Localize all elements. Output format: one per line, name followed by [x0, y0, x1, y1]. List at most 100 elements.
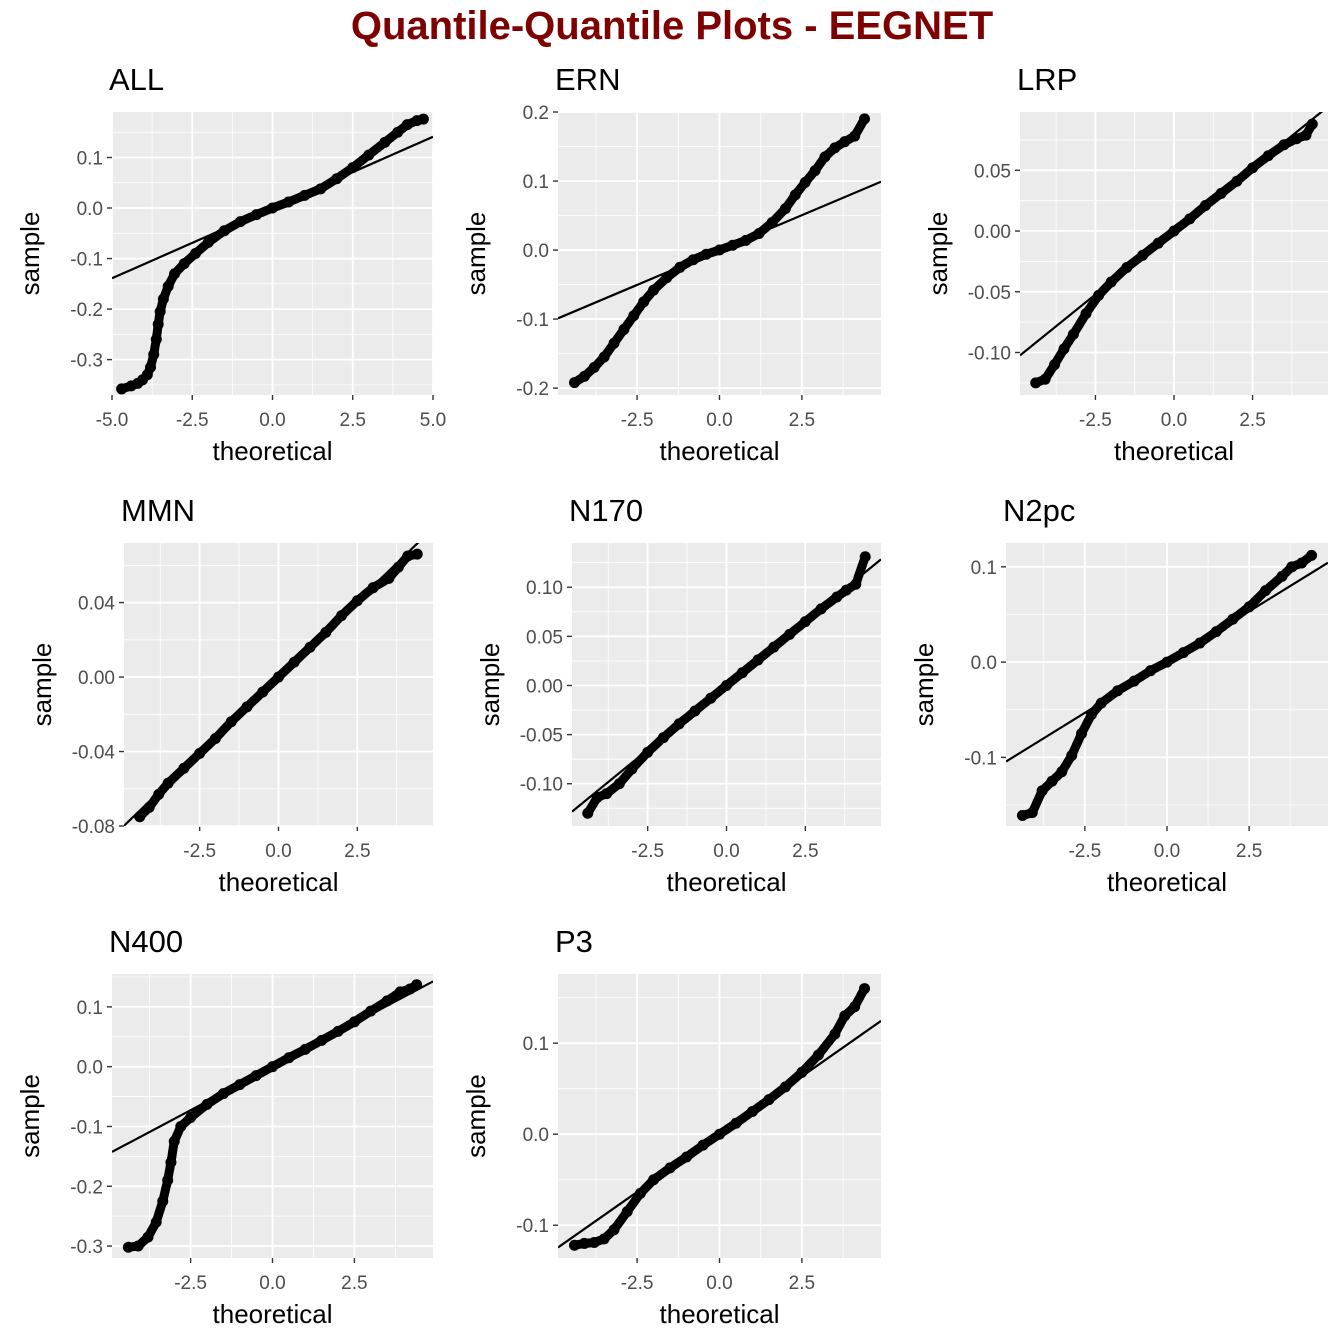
sample-point	[316, 1034, 328, 1046]
sample-point	[145, 361, 157, 373]
x-axis-label: theoretical	[660, 1299, 780, 1329]
sample-point	[789, 189, 801, 201]
sample-point	[1168, 225, 1180, 237]
sample-point	[162, 777, 174, 789]
sample-point	[849, 130, 861, 142]
sample-point	[250, 1070, 262, 1082]
y-tick-label: 0.2	[523, 103, 549, 124]
sample-point	[1016, 810, 1028, 822]
sample-point	[831, 591, 843, 603]
sample-point	[165, 1156, 177, 1168]
panel-title-lrp: LRP	[1017, 62, 1077, 97]
x-tick-label: 0.0	[1154, 841, 1180, 862]
x-tick-label: 0.0	[706, 1273, 732, 1294]
panel-title-n400: N400	[109, 924, 183, 959]
y-tick-label: -0.3	[70, 351, 103, 372]
sample-point	[162, 1174, 174, 1186]
sample-point	[1247, 162, 1259, 174]
y-tick-label: 0.0	[523, 241, 549, 262]
y-tick-label: 0.0	[523, 1125, 549, 1146]
y-axis-label: sample	[15, 1074, 45, 1158]
sample-point	[1227, 613, 1239, 625]
x-axis-label: theoretical	[667, 867, 787, 897]
sample-point	[1300, 129, 1312, 141]
sample-point	[829, 1028, 841, 1040]
sample-point	[1262, 150, 1274, 162]
sample-point	[1152, 237, 1164, 249]
sample-point	[721, 679, 732, 691]
sample-point	[613, 778, 625, 790]
x-tick-label: 0.0	[265, 841, 291, 862]
sample-point	[122, 1241, 134, 1253]
sample-point	[1286, 561, 1298, 573]
x-tick-label: -2.5	[631, 841, 664, 862]
sample-point	[740, 234, 752, 246]
sample-point	[116, 383, 128, 395]
sample-point	[714, 244, 725, 256]
sample-point	[809, 165, 821, 177]
sample-point	[1194, 637, 1206, 649]
sample-point	[1306, 118, 1318, 130]
sample-point	[727, 239, 739, 251]
sample-point	[1093, 289, 1105, 301]
x-tick-label: 0.0	[713, 841, 739, 862]
panel-title-ern: ERN	[555, 62, 620, 97]
sample-point	[417, 113, 429, 125]
sample-point	[859, 113, 871, 125]
sample-point	[175, 1120, 187, 1132]
sample-point	[753, 227, 765, 239]
sample-point	[189, 248, 201, 259]
y-tick-label: -0.2	[70, 1177, 103, 1198]
panel-title-n170: N170	[569, 493, 643, 528]
sample-point	[1260, 585, 1272, 597]
x-axis-label: theoretical	[1107, 867, 1227, 897]
plot-area-n170	[572, 551, 881, 819]
sample-point	[697, 1139, 709, 1151]
sample-point	[591, 792, 603, 804]
sample-point	[347, 162, 359, 174]
sample-point	[1291, 133, 1303, 145]
sample-point	[209, 732, 221, 744]
x-tick-label: 0.0	[259, 1273, 285, 1294]
sample-point	[681, 1151, 693, 1163]
x-axis-label: theoretical	[213, 436, 333, 466]
y-tick-label: -0.05	[520, 726, 563, 747]
sample-point	[1243, 601, 1255, 613]
sample-point	[673, 718, 685, 730]
y-tick-label: 0.10	[526, 578, 563, 599]
sample-quantile-curve-p3	[570, 984, 869, 1250]
sample-point	[689, 705, 701, 717]
sample-point	[598, 1233, 610, 1245]
sample-point	[336, 610, 348, 622]
sample-point	[736, 667, 748, 679]
y-axis-label: sample	[909, 643, 939, 727]
sample-point	[628, 310, 640, 322]
sample-point	[331, 173, 343, 185]
sample-point	[829, 142, 841, 154]
y-tick-label: 0.1	[77, 148, 103, 169]
y-axis-label: sample	[475, 643, 505, 727]
sample-point	[379, 136, 391, 148]
y-tick-label: -0.1	[964, 748, 997, 769]
y-tick-label: -0.1	[516, 1216, 549, 1237]
sample-point	[257, 686, 269, 698]
sample-point	[730, 1117, 742, 1129]
x-tick-label: 2.5	[792, 841, 818, 862]
y-tick-label: -0.2	[70, 300, 103, 321]
sample-point	[664, 1162, 676, 1174]
sample-point	[304, 641, 316, 653]
y-tick-label: -0.08	[72, 817, 115, 838]
y-tick-label: 0.0	[77, 199, 103, 220]
sample-point	[657, 732, 669, 744]
sample-point	[392, 126, 404, 138]
panel-title-all: ALL	[109, 62, 164, 97]
sample-point	[402, 550, 414, 562]
y-tick-label: 0.1	[971, 558, 997, 579]
sample-point	[152, 318, 164, 330]
y-axis-label: sample	[923, 212, 953, 296]
sample-point	[608, 1224, 620, 1236]
sample-point	[859, 983, 871, 995]
y-tick-label: 0.0	[971, 653, 997, 674]
sample-point	[217, 1088, 229, 1100]
sample-point	[202, 236, 214, 248]
